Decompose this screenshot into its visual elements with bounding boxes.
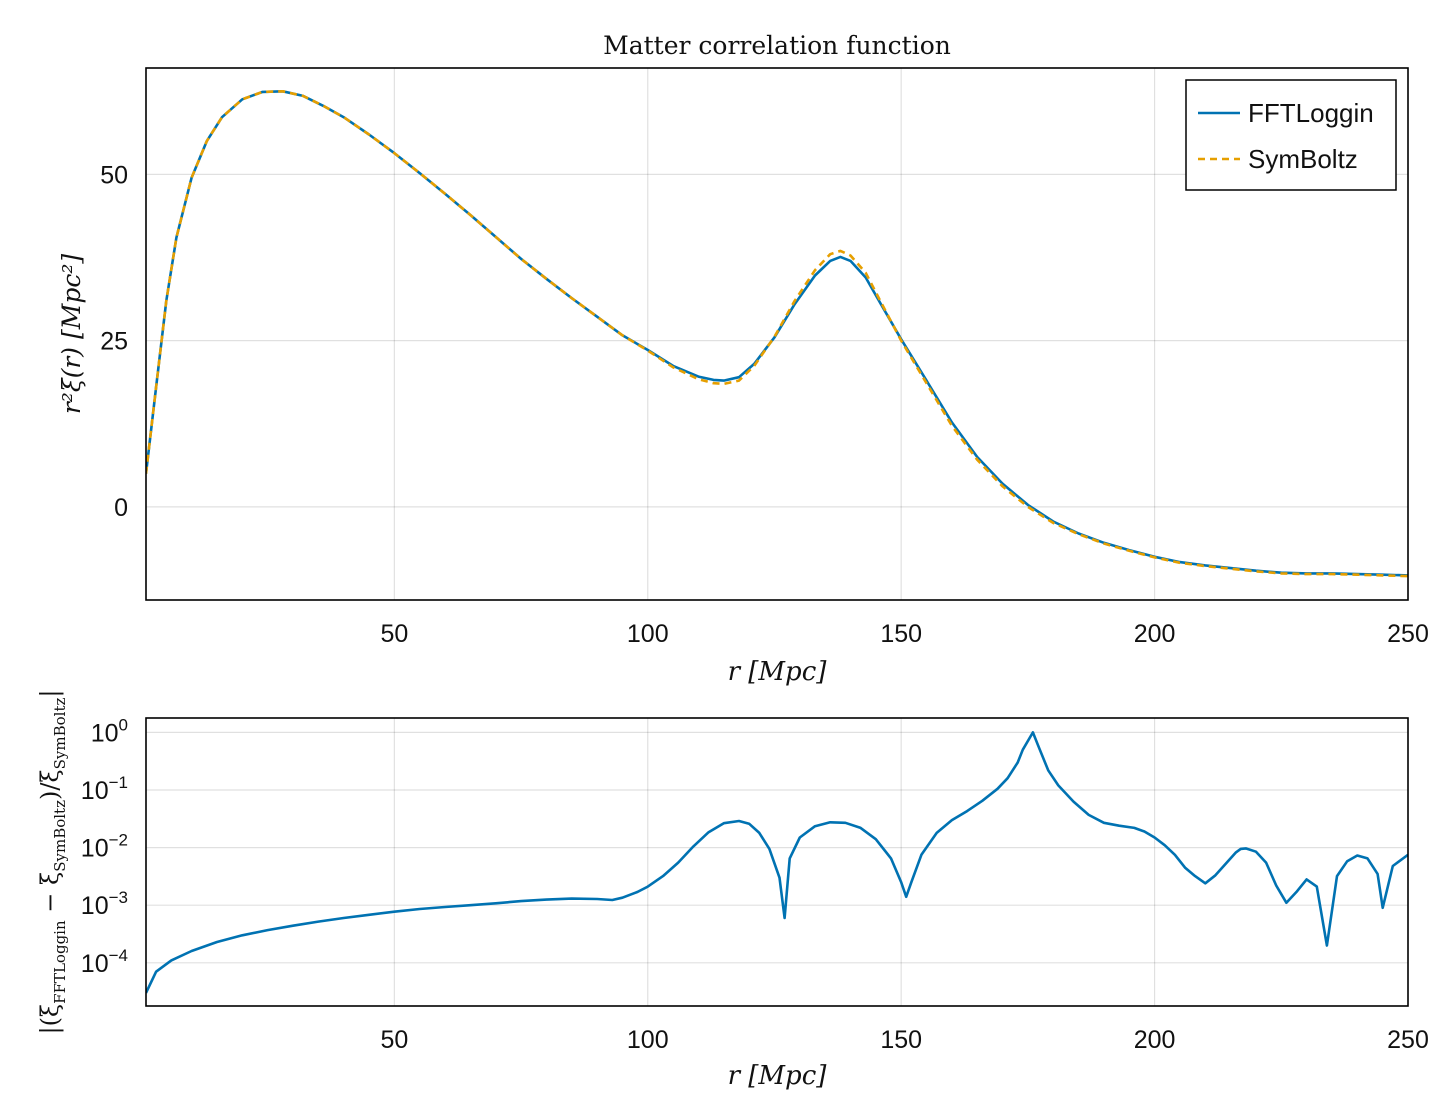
bottom-x-tick-100: 100 bbox=[627, 1026, 669, 1054]
series-line-symboltz bbox=[146, 90, 1408, 578]
bottom-y-tick-labels: 100 10−1 10−2 10−3 10−4 bbox=[81, 715, 128, 977]
series-line-fftloggin bbox=[146, 90, 1408, 577]
chart-title: Matter correlation function bbox=[603, 31, 951, 60]
bottom-y-tick--1: 10−1 bbox=[81, 773, 128, 805]
top-x-tick-labels: 50 100 150 200 250 bbox=[380, 620, 1428, 648]
bottom-x-tick-labels: 50 100 150 200 250 bbox=[380, 1026, 1428, 1054]
relative-error-panel: 50 100 150 200 250 100 10−1 10−2 10−3 10−4 r [Mp… bbox=[36, 689, 1429, 1091]
legend-label-symboltz: SymBoltz bbox=[1248, 144, 1358, 174]
series-line-relative-error bbox=[146, 731, 1408, 994]
top-y-tick-labels: 0 25 50 bbox=[100, 161, 128, 522]
top-x-tick-50: 50 bbox=[380, 620, 408, 648]
top-y-tick-25: 25 bbox=[100, 328, 128, 356]
bottom-x-tick-250: 250 bbox=[1387, 1026, 1429, 1054]
bottom-axes-frame bbox=[145, 717, 1409, 1007]
top-y-tick-50: 50 bbox=[100, 161, 128, 189]
top-y-axis-label: r²ξ(r) [Mpc²] bbox=[57, 254, 86, 415]
bottom-series-lines bbox=[146, 731, 1408, 994]
top-series-lines bbox=[146, 90, 1408, 578]
top-x-tick-200: 200 bbox=[1134, 620, 1176, 648]
bottom-y-axis-label: |(ξFFTLoggin − ξSymBoltz)/ξSymBoltz| bbox=[36, 689, 69, 1034]
legend: FFTLoggin SymBoltz bbox=[1185, 79, 1397, 191]
top-x-axis-label: r [Mpc] bbox=[728, 657, 828, 687]
bottom-x-axis-label: r [Mpc] bbox=[728, 1061, 828, 1091]
top-x-tick-100: 100 bbox=[627, 620, 669, 648]
top-axes-frame bbox=[145, 67, 1409, 601]
bottom-y-tick--2: 10−2 bbox=[81, 831, 128, 863]
correlation-panel: Matter correlation function 50 100 150 200 2… bbox=[57, 31, 1429, 687]
top-y-tick-0: 0 bbox=[114, 494, 128, 522]
bottom-y-tick-0: 100 bbox=[91, 715, 128, 747]
bottom-x-tick-200: 200 bbox=[1134, 1026, 1176, 1054]
bottom-x-tick-50: 50 bbox=[380, 1026, 408, 1054]
bottom-y-tick--4: 10−4 bbox=[81, 946, 128, 978]
bottom-y-tick--3: 10−3 bbox=[81, 888, 128, 920]
bottom-x-tick-150: 150 bbox=[880, 1026, 922, 1054]
legend-box bbox=[1185, 79, 1397, 191]
top-x-tick-250: 250 bbox=[1387, 620, 1429, 648]
legend-label-fftloggin: FFTLoggin bbox=[1248, 98, 1374, 128]
top-x-tick-150: 150 bbox=[880, 620, 922, 648]
